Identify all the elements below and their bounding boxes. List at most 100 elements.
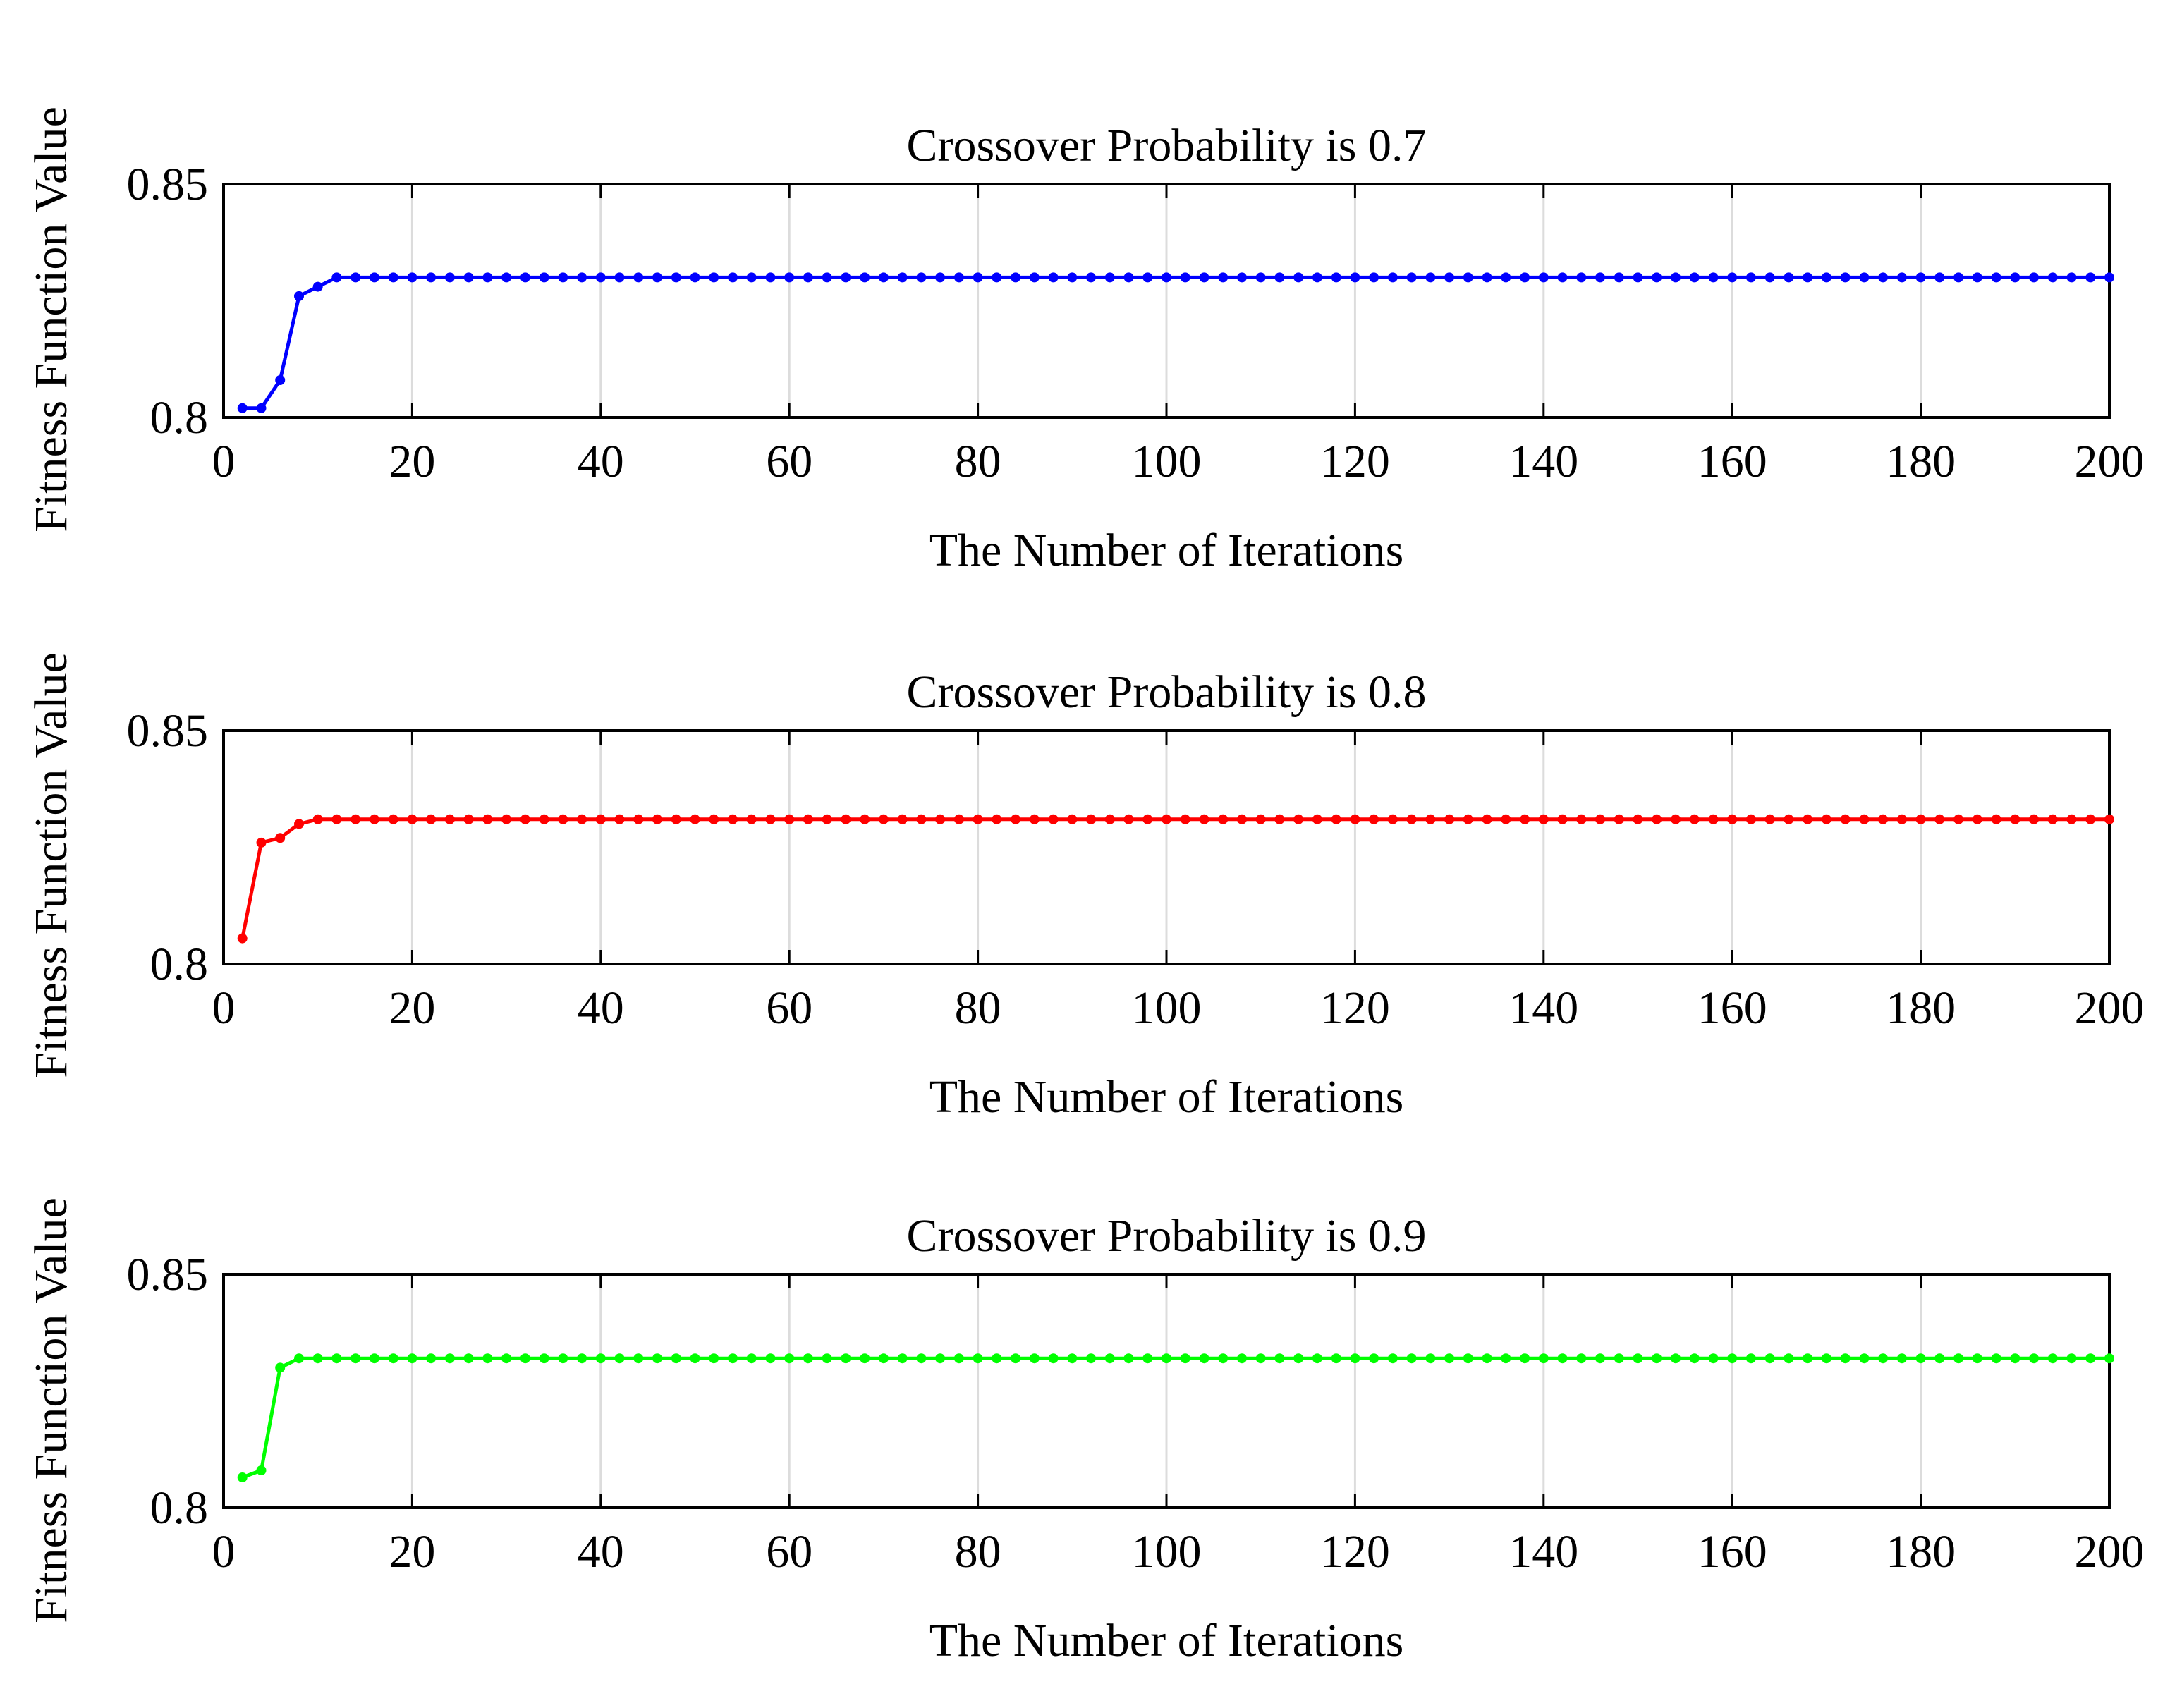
data-point — [501, 272, 512, 283]
data-point — [1727, 1353, 1738, 1364]
data-point — [1991, 1353, 2001, 1364]
data-point — [407, 272, 417, 283]
x-tick-label: 120 — [1320, 982, 1390, 1034]
data-point — [1764, 814, 1775, 824]
data-point — [577, 272, 587, 283]
data-point — [2085, 814, 2096, 824]
data-point — [1595, 1353, 1605, 1364]
data-point — [312, 1353, 323, 1364]
data-point — [1199, 272, 1209, 283]
data-point — [1745, 1353, 1756, 1364]
data-point — [1387, 814, 1398, 824]
data-point — [1576, 814, 1587, 824]
data-point — [1444, 814, 1455, 824]
data-point — [237, 403, 248, 413]
data-point — [1199, 1353, 1209, 1364]
data-point — [1086, 814, 1096, 824]
data-point — [1142, 272, 1153, 283]
data-point — [1652, 814, 1662, 824]
data-point — [1274, 1353, 1285, 1364]
data-point — [746, 1353, 757, 1364]
data-point — [2066, 272, 2077, 283]
data-point — [1425, 1353, 1436, 1364]
x-tick-label: 100 — [1132, 436, 1202, 487]
data-point — [822, 814, 832, 824]
data-point — [1104, 272, 1115, 283]
data-point — [916, 272, 927, 283]
data-point — [577, 814, 587, 824]
data-point — [652, 272, 662, 283]
data-point — [1425, 814, 1436, 824]
data-point — [1501, 814, 1511, 824]
data-point — [595, 814, 606, 824]
data-point — [1312, 1353, 1322, 1364]
data-point — [1745, 814, 1756, 824]
data-point — [2010, 1353, 2020, 1364]
data-point — [1293, 272, 1304, 283]
data-point — [1162, 272, 1171, 283]
data-point — [1840, 814, 1851, 824]
data-point — [595, 272, 606, 283]
data-point — [294, 291, 304, 301]
data-point — [595, 1353, 606, 1364]
data-point — [331, 814, 342, 824]
data-point — [520, 814, 530, 824]
data-point — [878, 1353, 889, 1364]
data-point — [878, 814, 889, 824]
data-point — [1557, 272, 1568, 283]
data-point — [784, 814, 795, 824]
data-point — [841, 1353, 851, 1364]
data-point — [916, 1353, 927, 1364]
data-point — [860, 814, 870, 824]
data-point — [671, 1353, 681, 1364]
data-point — [312, 281, 323, 292]
data-point — [1180, 814, 1190, 824]
data-point — [426, 1353, 437, 1364]
data-point — [2104, 1353, 2114, 1364]
y-tick-label: 0.8 — [150, 1482, 209, 1534]
x-tick-label: 0 — [212, 1526, 236, 1578]
data-point — [633, 272, 644, 283]
data-point — [1538, 814, 1549, 824]
data-point — [1821, 1353, 1831, 1364]
data-point — [1878, 272, 1889, 283]
data-point — [558, 814, 568, 824]
data-point — [1029, 272, 1040, 283]
data-point — [351, 814, 361, 824]
data-point — [935, 1353, 946, 1364]
data-point — [803, 814, 813, 824]
data-point — [1350, 814, 1360, 824]
data-point — [1576, 272, 1587, 283]
data-point — [1764, 1353, 1775, 1364]
data-point — [1859, 272, 1870, 283]
data-point — [916, 814, 927, 824]
x-tick-label: 120 — [1320, 436, 1390, 487]
data-point — [860, 272, 870, 283]
data-point — [690, 1353, 700, 1364]
data-point — [765, 1353, 776, 1364]
data-point — [558, 1353, 568, 1364]
data-point — [1557, 814, 1568, 824]
data-point — [1123, 272, 1134, 283]
x-tick-label: 180 — [1886, 436, 1956, 487]
x-tick-label: 140 — [1508, 982, 1578, 1034]
data-point — [1387, 1353, 1398, 1364]
data-point — [1633, 1353, 1643, 1364]
data-point — [1482, 272, 1492, 283]
data-point — [1180, 1353, 1190, 1364]
data-point — [1293, 814, 1304, 824]
y-axis-label: Fitness Function Value — [25, 106, 77, 532]
data-point — [1953, 814, 1964, 824]
data-point — [728, 1353, 738, 1364]
data-point — [803, 1353, 813, 1364]
data-point — [1255, 1353, 1266, 1364]
data-point — [482, 814, 493, 824]
data-point — [1614, 814, 1624, 824]
x-tick-label: 60 — [766, 982, 812, 1034]
series-line — [242, 275, 2109, 410]
data-point — [728, 272, 738, 283]
data-point — [1444, 272, 1455, 283]
data-point — [2029, 814, 2039, 824]
data-point — [1011, 272, 1021, 283]
data-point — [1369, 814, 1379, 824]
